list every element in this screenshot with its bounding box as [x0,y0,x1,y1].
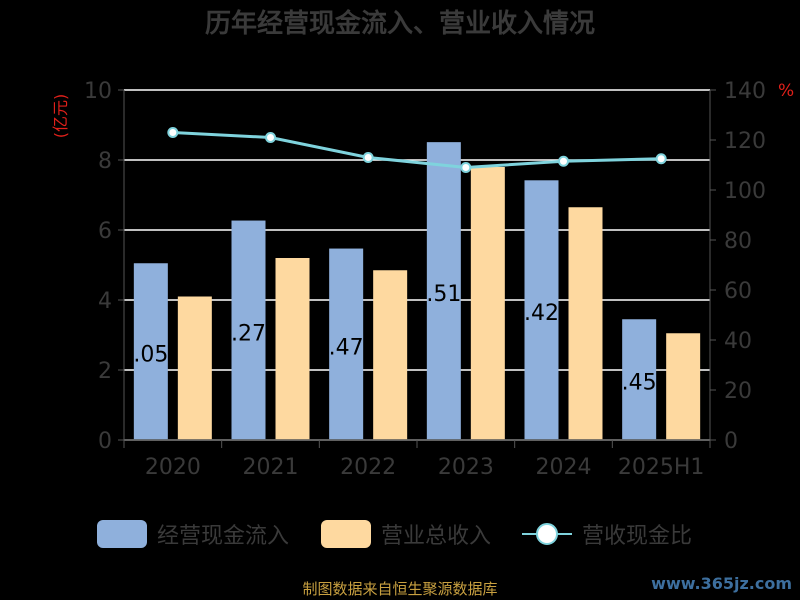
legend-label-ratio: 营收现金比 [582,524,693,549]
right-axis-unit: % [778,81,794,101]
x-tick-label: 2022 [340,455,396,480]
left-tick-label: 8 [98,149,112,174]
left-tick-label: 4 [98,289,112,314]
right-axis-ticks: 0 20 40 60 80 100 120 140 [709,79,766,454]
bar-value-labels: .05 .27 .47 .51 .42 .45 [133,282,656,396]
legend-label-cash: 经营现金流入 [157,524,290,549]
bar-value-label: .42 [524,301,559,326]
left-tick-label: 10 [84,79,112,104]
bar-cash-inflow [133,263,168,440]
x-axis: 2020 2021 2022 2023 2024 2025H1 [123,439,711,480]
ratio-point [558,155,569,167]
ratio-line-path [172,131,662,170]
legend: 经营现金流入 营业总收入 营收现金比 [0,512,800,556]
bar-total-revenue [373,270,408,440]
ratio-point [167,127,179,138]
right-tick-label: 80 [724,229,752,254]
bar-total-revenue [177,296,212,440]
x-tick-label: 2021 [243,455,299,480]
right-tick-label: 120 [724,129,766,154]
right-tick-label: 40 [724,329,752,354]
ratio-point [460,162,472,173]
x-tick-label: 2024 [536,455,592,480]
left-tick-label: 0 [98,429,112,454]
left-axis-ticks: 0 2 4 6 8 10 [84,79,125,454]
legend-line-icon [522,520,572,548]
right-tick-label: 100 [724,179,766,204]
right-tick-label: 0 [724,429,738,454]
bar-cash-inflow [524,180,559,441]
legend-item-cash: 经营现金流入 [97,512,289,556]
bar-value-label: .47 [329,335,364,360]
bar-cash-inflow [622,319,657,440]
x-tick-label: 2020 [145,455,201,480]
right-tick-label: 20 [724,379,752,404]
right-tick-label: 140 [724,79,766,104]
left-tick-label: 2 [98,359,112,384]
legend-swatch-cash [97,520,147,548]
bars [133,142,701,441]
legend-label-revenue: 营业总收入 [381,524,492,549]
bar-cash-inflow [426,142,461,440]
ratio-point [265,132,276,143]
bar-cash-inflow [231,220,266,440]
right-tick-label: 60 [724,279,752,304]
bar-value-label: .45 [622,371,657,396]
ratio-line [167,127,667,173]
bar-value-label: .27 [231,321,266,346]
left-tick-label: 6 [98,219,112,244]
left-axis-unit: (亿元) [51,94,70,139]
x-tick-label: 2025H1 [618,455,705,480]
ratio-point [655,153,667,165]
legend-item-ratio: 营收现金比 [522,512,692,556]
bar-total-revenue [470,167,505,440]
x-tick-label: 2023 [438,455,494,480]
data-source-note: 制图数据来自恒生聚源数据库 [302,580,498,598]
bar-total-revenue [568,207,603,440]
ratio-point [362,152,374,163]
watermark: www.365jz.com [651,574,792,593]
bar-value-label: .05 [133,343,168,368]
bar-cash-inflow [329,248,364,440]
bar-total-revenue [275,258,310,440]
bar-value-label: .51 [426,282,461,307]
legend-swatch-revenue [321,520,371,548]
bar-total-revenue [666,333,701,440]
chart-title: 历年经营现金流入、营业收入情况 [205,8,595,39]
legend-item-revenue: 营业总收入 [321,512,491,556]
